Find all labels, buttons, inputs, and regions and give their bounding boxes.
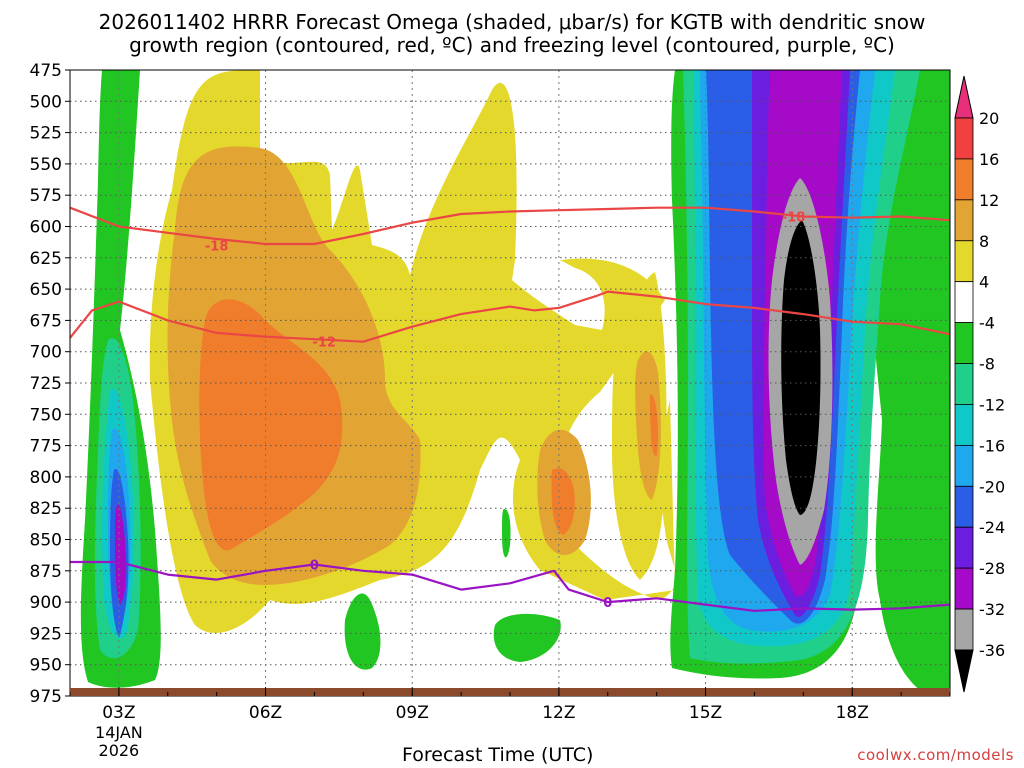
colorbar-bin — [954, 404, 974, 446]
colorbar-bin — [954, 199, 974, 242]
colorbar-label: -32 — [979, 600, 1005, 619]
contour-label: 0 — [603, 596, 612, 611]
y-tick-label-600: 600 — [30, 218, 62, 238]
y-tick-label-950: 950 — [30, 656, 62, 676]
colorbar-label: 16 — [979, 150, 999, 169]
y-tick-label-800: 800 — [30, 468, 62, 488]
x-tick-label-18Z: 18Z — [836, 703, 869, 723]
y-tick-label-775: 775 — [30, 437, 62, 457]
isotherm-contours: -18 -12 -18 0 0 — [70, 206, 950, 613]
y-tick-label-875: 875 — [30, 562, 62, 582]
omega-green-region-right-edge — [900, 80, 950, 690]
colorbar-label: 8 — [979, 232, 989, 251]
contour-line-minus12 — [70, 290, 950, 343]
colorbar-bin — [954, 322, 974, 364]
y-tick-label-700: 700 — [30, 343, 62, 363]
omega-purple-region-left — [115, 504, 127, 605]
y-tick-label-825: 825 — [30, 499, 62, 519]
omega-green-sliver-11z — [502, 509, 511, 558]
colorbar-bin — [954, 608, 974, 651]
y-tick-label-650: 650 — [30, 280, 62, 300]
source-credit: coolwx.com/models — [857, 746, 1014, 764]
colorbar-label: -12 — [979, 395, 1005, 414]
contour-label: 0 — [310, 559, 319, 574]
y-tick-label-675: 675 — [30, 311, 62, 331]
colorbar-top-arrow — [954, 75, 974, 119]
colorbar-label: -8 — [979, 355, 995, 374]
colorbar-label: -36 — [979, 641, 1005, 660]
contour-label: -18 — [782, 210, 806, 225]
date-label-day: 14JAN — [95, 723, 143, 742]
x-tick-label-15Z: 15Z — [689, 703, 722, 723]
omega-gold-region-14z — [635, 351, 661, 500]
y-tick-label-500: 500 — [30, 92, 62, 112]
colorbar-bin — [954, 444, 974, 487]
colorbar-bin — [954, 567, 974, 610]
colorbar-bin — [954, 158, 974, 201]
gridlines — [70, 70, 950, 696]
colorbar: 20 16 12 8 4 -4 -8 -12 -16 -20 -24 -28 -32 -36 — [954, 75, 1005, 693]
colorbar-label: 20 — [979, 109, 999, 128]
chart-title-line-2: growth region (contoured, red, ºC) and f… — [129, 33, 895, 57]
x-tick-label-12Z: 12Z — [542, 703, 575, 723]
y-tick-label-925: 925 — [30, 624, 62, 644]
y-tick-label-625: 625 — [30, 249, 62, 269]
chart-title-line-1: 2026011402 HRRR Forecast Omega (shaded, … — [98, 10, 926, 34]
y-tick-label-725: 725 — [30, 374, 62, 394]
colorbar-label: -20 — [979, 477, 1005, 496]
omega-green-blob-11z — [493, 613, 561, 662]
y-tick-label-850: 850 — [30, 531, 62, 551]
omega-shading — [80, 70, 950, 690]
omega-orange-region — [199, 299, 343, 551]
colorbar-label: -28 — [979, 559, 1005, 578]
omega-orange-region-12z — [551, 468, 575, 535]
colorbar-label: -16 — [979, 436, 1005, 455]
colorbar-bottom-arrow — [954, 649, 974, 693]
omega-black-core — [781, 220, 821, 515]
colorbar-bin — [954, 485, 974, 528]
colorbar-label: 12 — [979, 191, 999, 210]
y-tick-label-975: 975 — [30, 687, 62, 707]
colorbar-bin — [954, 281, 974, 324]
y-tick-label-900: 900 — [30, 593, 62, 613]
colorbar-label: -4 — [979, 314, 995, 333]
contour-line-freezing-level — [70, 560, 950, 613]
y-tick-label-525: 525 — [30, 124, 62, 144]
colorbar-bin — [954, 526, 974, 569]
omega-orange-region-14z — [650, 394, 658, 456]
colorbar-label: -24 — [979, 518, 1005, 537]
y-axis: 475 500 525 550 575 600 625 650 675 700 725 750 775 8… — [30, 61, 70, 707]
contour-line-minus18 — [70, 206, 950, 246]
x-tick-label-03Z: 03Z — [102, 703, 135, 723]
x-axis-label: Forecast Time (UTC) — [402, 744, 594, 766]
contour-label: -18 — [205, 239, 229, 254]
y-tick-label-550: 550 — [30, 155, 62, 175]
x-tick-label-06Z: 06Z — [249, 703, 282, 723]
y-tick-label-475: 475 — [30, 61, 62, 81]
colorbar-bin — [954, 240, 974, 283]
date-label-year: 2026 — [99, 741, 140, 760]
contour-label: -12 — [312, 336, 336, 351]
omega-green-blob-08z — [344, 593, 381, 670]
y-tick-label-575: 575 — [30, 186, 62, 206]
y-tick-label-750: 750 — [30, 405, 62, 425]
colorbar-bin — [954, 117, 974, 160]
colorbar-bin — [954, 363, 974, 405]
x-tick-label-09Z: 09Z — [396, 703, 429, 723]
colorbar-label: 4 — [979, 273, 989, 292]
